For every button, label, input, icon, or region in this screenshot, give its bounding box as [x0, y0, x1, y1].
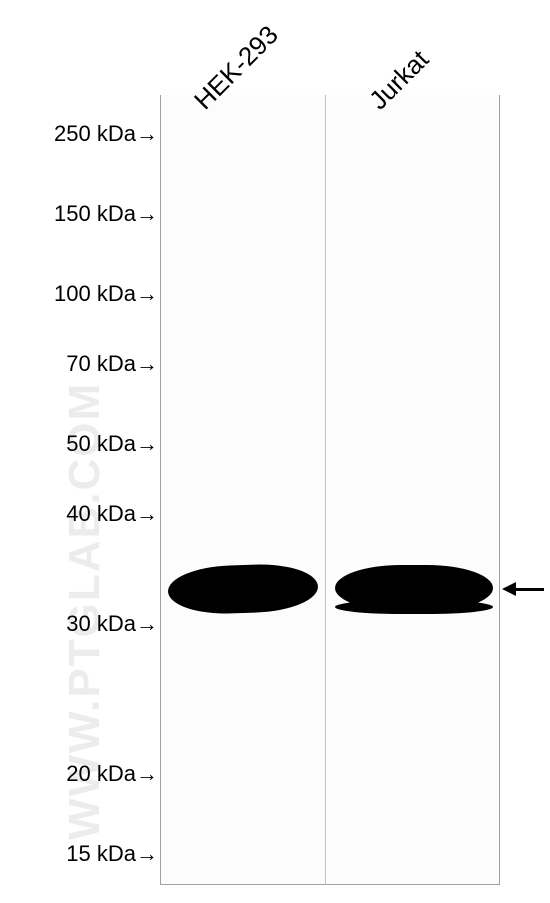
marker-100: 100 kDa→: [54, 281, 158, 307]
arrow-head-icon: [502, 582, 516, 596]
marker-40: 40 kDa→: [66, 501, 158, 527]
marker-150: 150 kDa→: [54, 201, 158, 227]
marker-70: 70 kDa→: [66, 351, 158, 377]
band-lane2-lower: [335, 600, 493, 614]
marker-30: 30 kDa→: [66, 611, 158, 637]
marker-250: 250 kDa→: [54, 121, 158, 147]
lane-divider: [325, 95, 326, 885]
marker-20: 20 kDa→: [66, 761, 158, 787]
marker-15: 15 kDa→: [66, 841, 158, 867]
band-arrow-indicator: [502, 582, 544, 596]
blot-membrane: [160, 95, 500, 885]
blot-container: WWW.PTGLAB.COM HEK-293 Jurkat 250 kDa→ 1…: [0, 0, 550, 903]
arrow-line: [516, 588, 544, 591]
marker-50: 50 kDa→: [66, 431, 158, 457]
